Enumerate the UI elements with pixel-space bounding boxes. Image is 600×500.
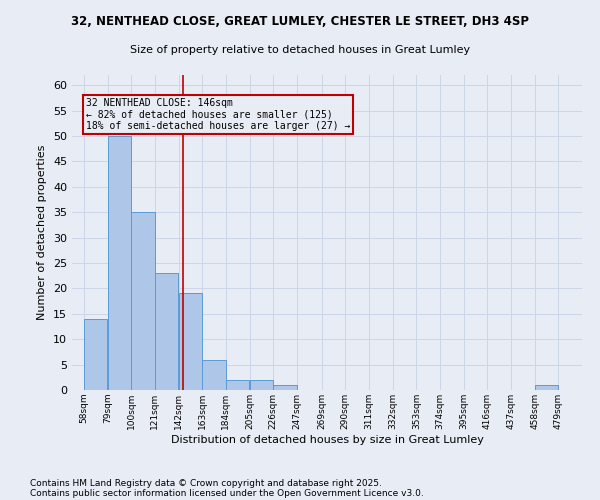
Bar: [108, 136, 131, 390]
Bar: [155, 273, 178, 390]
Bar: [84, 319, 107, 390]
Bar: [226, 380, 249, 390]
Bar: [535, 385, 558, 390]
Bar: [179, 294, 202, 390]
X-axis label: Distribution of detached houses by size in Great Lumley: Distribution of detached houses by size …: [170, 434, 484, 444]
Text: Contains public sector information licensed under the Open Government Licence v3: Contains public sector information licen…: [30, 488, 424, 498]
Y-axis label: Number of detached properties: Number of detached properties: [37, 145, 47, 320]
Bar: [131, 212, 155, 390]
Text: 32, NENTHEAD CLOSE, GREAT LUMLEY, CHESTER LE STREET, DH3 4SP: 32, NENTHEAD CLOSE, GREAT LUMLEY, CHESTE…: [71, 15, 529, 28]
Text: Contains HM Land Registry data © Crown copyright and database right 2025.: Contains HM Land Registry data © Crown c…: [30, 478, 382, 488]
Text: 32 NENTHEAD CLOSE: 146sqm
← 82% of detached houses are smaller (125)
18% of semi: 32 NENTHEAD CLOSE: 146sqm ← 82% of detac…: [86, 98, 350, 131]
Bar: [202, 360, 226, 390]
Bar: [274, 385, 296, 390]
Bar: [250, 380, 273, 390]
Text: Size of property relative to detached houses in Great Lumley: Size of property relative to detached ho…: [130, 45, 470, 55]
